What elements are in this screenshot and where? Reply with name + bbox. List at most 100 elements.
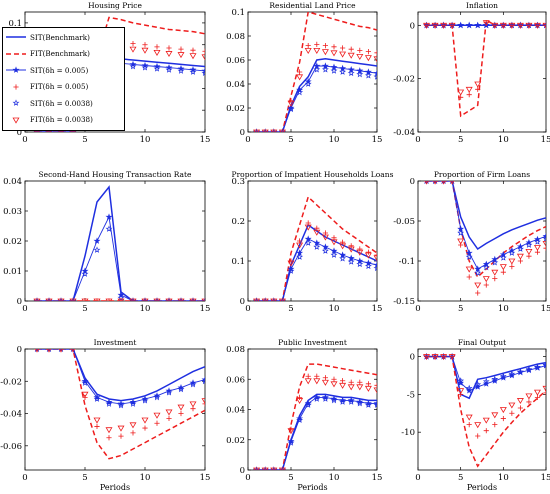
- data-point: [129, 400, 137, 407]
- legend-entry: SIT(δh = 0.005): [5, 64, 88, 76]
- data-point: [431, 22, 439, 29]
- data-point: [330, 239, 338, 246]
- data-point: [542, 234, 546, 242]
- data-point: [314, 41, 320, 47]
- data-point: [58, 349, 64, 352]
- data-point: [365, 381, 371, 387]
- data-point: [313, 378, 321, 385]
- y-tick-label: 0.06: [226, 56, 245, 66]
- data-point: [58, 349, 64, 352]
- data-point: [465, 266, 473, 273]
- data-point: [189, 298, 197, 301]
- series-line: [37, 16, 205, 132]
- data-point: [499, 22, 507, 29]
- y-tick-label: -0.06: [0, 442, 22, 452]
- data-point: [357, 379, 363, 385]
- data-point: [465, 253, 473, 260]
- data-point: [465, 21, 473, 29]
- x-tick-label: 5: [458, 135, 463, 145]
- data-point: [105, 225, 113, 232]
- data-point: [364, 401, 372, 408]
- data-point: [448, 22, 456, 29]
- x-tick-label: 0: [245, 304, 250, 314]
- data-point: [253, 298, 261, 301]
- x-tick-label: 5: [82, 304, 87, 314]
- data-point: [314, 373, 320, 379]
- data-point: [166, 415, 172, 421]
- legend-entry: SIT(Benchmark): [5, 31, 90, 43]
- chart-panel: 0 5 10 15 -10 -5 0 Final Output Periods: [401, 338, 550, 492]
- data-point: [313, 395, 321, 402]
- data-point: [457, 388, 465, 395]
- x-tick-label: 15: [200, 135, 211, 145]
- y-tick-label: -10: [401, 428, 415, 438]
- data-point: [491, 269, 499, 276]
- y-tick-label: 0: [17, 345, 22, 355]
- data-point: [347, 384, 355, 391]
- series-group: [423, 352, 546, 468]
- data-point: [13, 83, 19, 90]
- data-point: [270, 467, 278, 470]
- data-point: [105, 298, 113, 301]
- y-tick-label: 0.1: [8, 19, 22, 29]
- data-point: [364, 55, 372, 62]
- x-tick-label: 5: [288, 304, 293, 314]
- data-point: [457, 229, 465, 236]
- y-tick-label: 0.04: [226, 80, 245, 90]
- series-line: [256, 195, 377, 301]
- x-tick-label: 10: [140, 304, 151, 314]
- data-point: [141, 298, 149, 301]
- y-tick-label: 0.06: [226, 375, 245, 385]
- data-point: [201, 54, 205, 61]
- data-point: [373, 56, 377, 63]
- plot-frame: [247, 11, 378, 133]
- data-point: [331, 376, 337, 382]
- data-point: [58, 349, 64, 353]
- legend-entry: FIT(δh = 0.005): [5, 81, 88, 93]
- data-point: [373, 255, 377, 262]
- data-point: [153, 298, 161, 301]
- y-tick-label: -0.1: [399, 257, 415, 267]
- data-point: [347, 246, 355, 253]
- data-point: [466, 422, 472, 428]
- data-point: [178, 46, 184, 52]
- data-point: [57, 298, 65, 301]
- data-point: [106, 435, 112, 441]
- x-axis-label: Periods: [297, 483, 327, 492]
- data-point: [441, 181, 447, 184]
- data-point: [499, 254, 507, 261]
- data-point: [94, 423, 100, 430]
- data-point: [423, 354, 431, 361]
- data-point: [423, 22, 431, 29]
- data-point: [305, 43, 311, 49]
- y-tick-label: 0: [17, 128, 22, 138]
- y-tick-label: 0.02: [226, 104, 245, 114]
- legend-label: FIT(δh = 0.0038): [30, 115, 93, 124]
- legend-label: SIT(Benchmark): [30, 32, 90, 42]
- data-point: [543, 390, 546, 396]
- data-point: [304, 239, 312, 246]
- x-tick-label: 0: [415, 473, 420, 483]
- data-point: [492, 422, 498, 428]
- data-point: [474, 282, 482, 289]
- legend: SIT(Benchmark) FIT(Benchmark) SIT(δh = 0.0…: [2, 27, 125, 131]
- data-point: [500, 415, 506, 422]
- data-point: [81, 379, 89, 386]
- data-point: [356, 260, 364, 268]
- data-point: [93, 237, 101, 244]
- data-point: [339, 382, 347, 389]
- data-point: [482, 377, 490, 385]
- plot-frame: [417, 11, 547, 133]
- series-group: [34, 349, 205, 460]
- data-point: [499, 264, 507, 271]
- data-point: [424, 181, 429, 184]
- data-point: [525, 365, 533, 373]
- data-point: [46, 349, 52, 352]
- data-point: [474, 269, 482, 276]
- y-tick-label: -0.04: [0, 410, 22, 420]
- data-point: [321, 247, 329, 254]
- series-group: [253, 363, 377, 470]
- data-point: [45, 298, 53, 301]
- data-point: [313, 243, 321, 250]
